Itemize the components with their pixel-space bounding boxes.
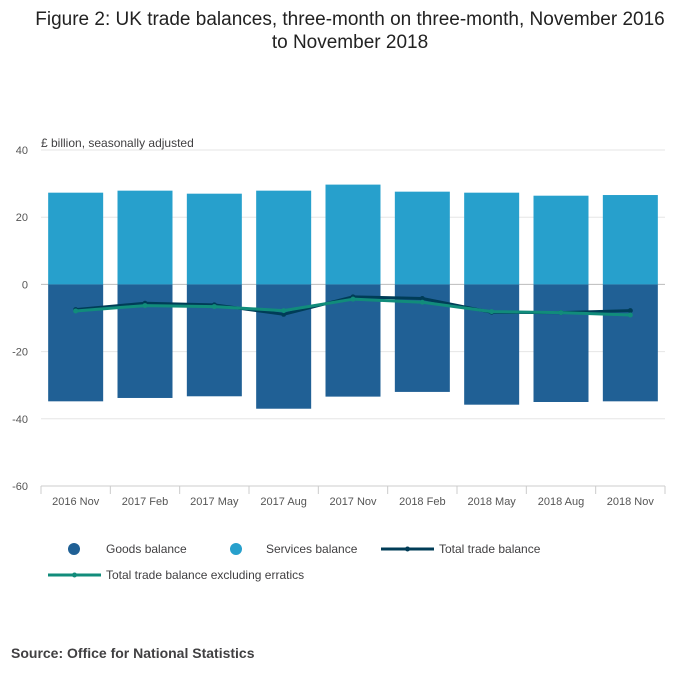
services-balance-bar — [186, 193, 242, 285]
x-tick-label: 2016 Nov — [52, 496, 100, 508]
x-tick-label: 2017 Feb — [122, 496, 168, 508]
x-tick-label: 2018 Feb — [399, 496, 445, 508]
services-balance-bar — [602, 195, 658, 285]
total-trade-balance-excl-erratics-point — [281, 308, 287, 314]
legend-label: Goods balance — [106, 542, 187, 556]
y-tick-label: -60 — [12, 481, 28, 493]
chart-title: Figure 2: UK trade balances, three-month… — [0, 8, 700, 54]
total-trade-balance-excl-erratics-point — [142, 303, 148, 309]
y-tick-label: 20 — [16, 212, 28, 224]
total-trade-balance-excl-erratics-point — [73, 308, 79, 314]
total-trade-balance-excl-erratics-point — [558, 310, 564, 316]
legend-item-services-balance: Services balance — [230, 542, 358, 556]
total-trade-balance-point — [281, 311, 287, 317]
services-balance-bar — [394, 191, 450, 285]
y-axis: 40 20 0 -20 -40 -60 — [12, 145, 28, 493]
legend-item-total-trade-balance: Total trade balance — [381, 542, 541, 556]
services-balance-bar — [464, 192, 520, 285]
x-tick-label: 2017 Aug — [260, 496, 307, 508]
y-tick-label: 40 — [16, 145, 28, 157]
y-tick-label: -20 — [12, 347, 28, 359]
y-axis-label: £ billion, seasonally adjusted — [41, 136, 194, 150]
total-trade-balance-excl-erratics-point — [627, 312, 633, 318]
legend-swatch-point — [72, 572, 77, 578]
total-trade-balance-excl-erratics-point — [211, 304, 217, 310]
services-balance-bar — [117, 190, 173, 285]
services-balance-bar — [48, 192, 104, 285]
total-trade-balance-point — [627, 308, 633, 314]
goods-balance-bar — [464, 284, 520, 405]
legend-item-goods-balance: Goods balance — [68, 542, 187, 556]
legend-item-total-trade-balance-excl-erratics: Total trade balance excluding erratics — [48, 568, 304, 582]
total-trade-balance-excl-erratics-point — [489, 309, 495, 315]
source-note: Source: Office for National Statistics — [11, 645, 255, 661]
chart-title-line-2: to November 2018 — [271, 32, 429, 53]
legend-label: Total trade balance excluding erratics — [106, 568, 304, 582]
goods-balance-bar — [186, 284, 242, 397]
lines — [73, 294, 633, 318]
total-trade-balance-excl-erratics-point — [419, 299, 425, 305]
goods-balance-bar — [256, 284, 312, 409]
goods-balance-bar — [602, 284, 658, 402]
x-tick-label: 2018 Nov — [607, 496, 655, 508]
x-tick-label: 2017 May — [190, 496, 239, 508]
goods-balance-bar — [48, 284, 104, 402]
y-tick-label: -40 — [12, 414, 28, 426]
x-axis: 2016 Nov 2017 Feb 2017 May 2017 Aug 2017 Nov… — [40, 485, 666, 508]
x-tick-label: 2017 Nov — [329, 496, 377, 508]
legend-label: Total trade balance — [439, 542, 541, 556]
total-trade-balance-excl-erratics-point — [350, 296, 356, 302]
goods-balance-bar — [533, 284, 589, 402]
services-balance-bar — [533, 195, 589, 285]
trade-balance-chart: 40 20 0 -20 -40 -60 £ billion, seasonally adj… — [12, 136, 666, 582]
legend-swatch — [68, 543, 80, 555]
x-tick-label: 2018 Aug — [538, 496, 585, 508]
legend-swatch-point — [405, 546, 410, 552]
chart-title-line-1: Figure 2: UK trade balances, three-month… — [35, 9, 665, 30]
services-balance-bar — [256, 190, 312, 285]
services-balance-bar — [325, 184, 381, 285]
x-tick-label: 2018 May — [468, 496, 517, 508]
legend-label: Services balance — [266, 542, 358, 556]
y-tick-label: 0 — [22, 279, 28, 291]
total-trade-balance-point — [419, 296, 425, 302]
legend-swatch — [230, 543, 242, 555]
legend: Goods balance Services balance Total trade… — [48, 542, 541, 582]
